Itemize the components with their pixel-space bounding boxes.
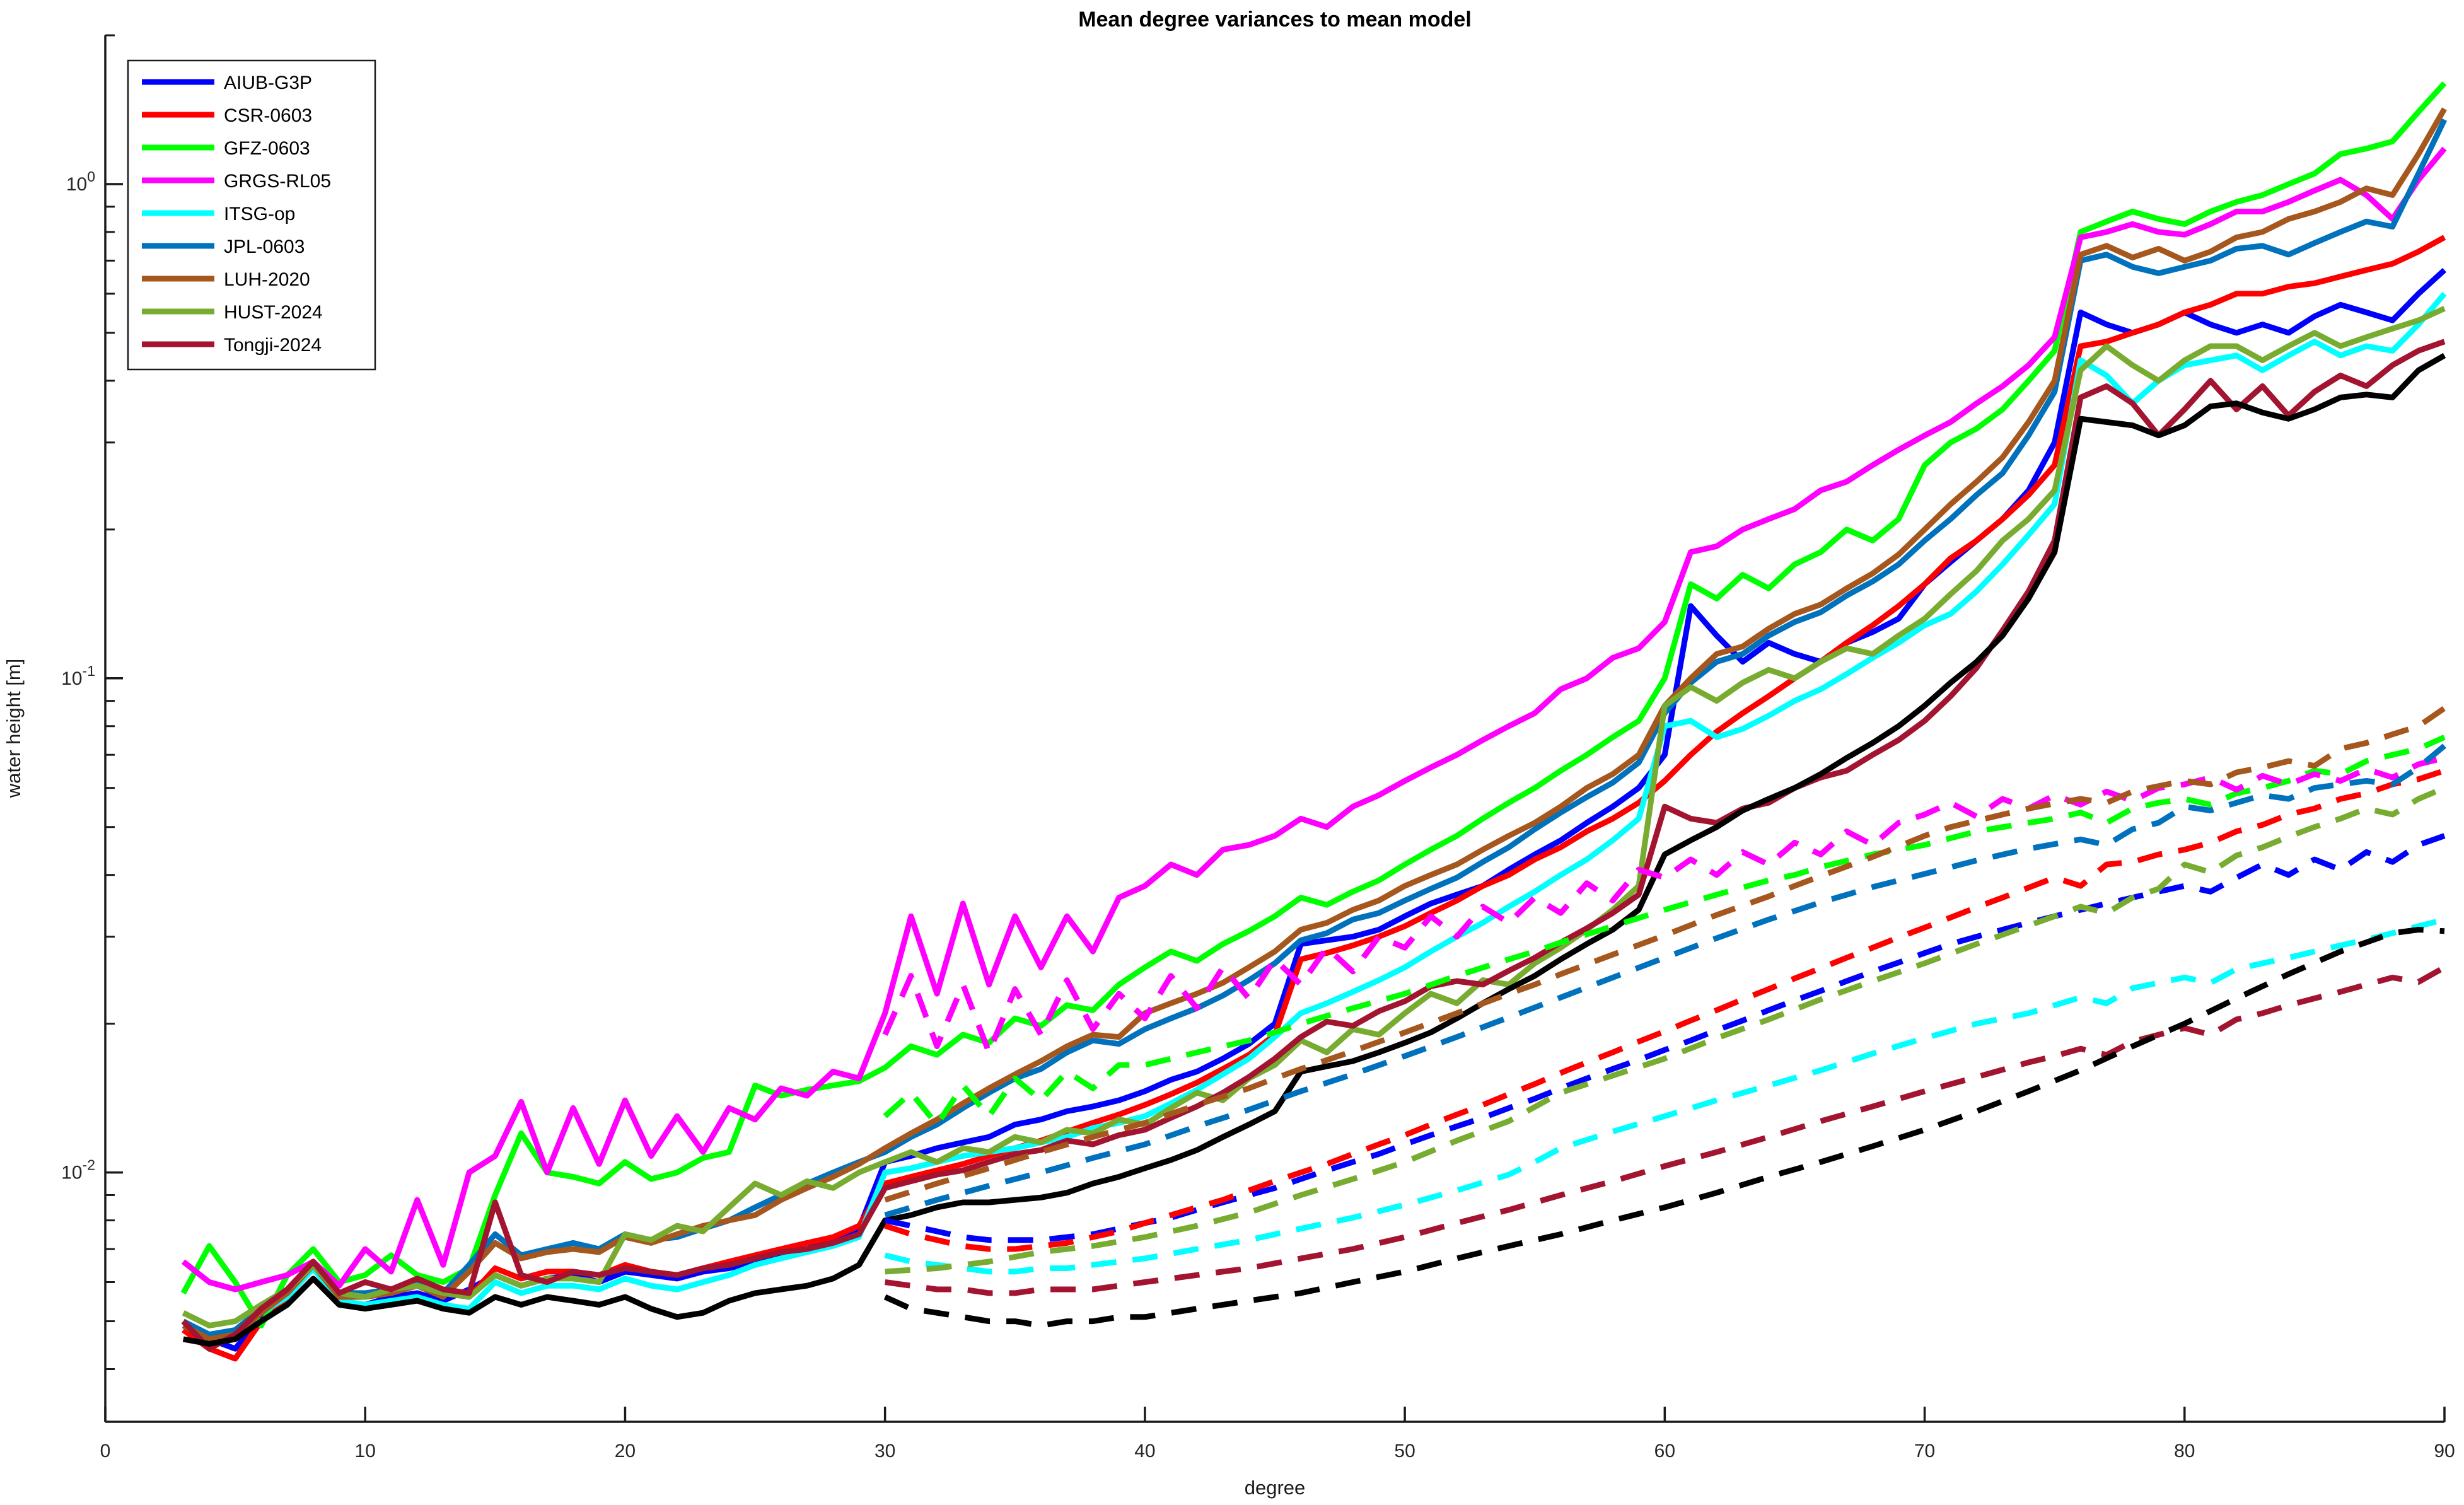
- series-aiub-g3p-solid: [182, 267, 2447, 1352]
- series-luh-2020-dashed: [884, 706, 2446, 1203]
- legend-label-luh-2020-solid: LUH-2020: [224, 269, 310, 290]
- x-axis-label: degree: [1245, 1477, 1306, 1499]
- series-hust-2024-dashed: [885, 785, 2446, 1275]
- x-tick-label: 0: [100, 1441, 111, 1461]
- axes: 0 10 20 30 40 50 60 70 80 90 100 10-1 10-2: [61, 34, 2455, 1461]
- legend-label-aiub-g3p-solid: AIUB-G3P: [224, 73, 312, 93]
- y-axis-label: water height [m]: [3, 659, 25, 799]
- series-luh-2020-solid: [182, 107, 2447, 1342]
- x-tick-label: 10: [355, 1441, 376, 1461]
- series-jpl-0603-dashed: [884, 743, 2446, 1218]
- legend-label-tongji-2024-solid: Tongji-2024: [224, 335, 322, 356]
- y-tick-label: 10-1: [61, 663, 95, 689]
- legend-label-gfz-0603-solid: GFZ-0603: [224, 138, 310, 159]
- series-tongji-2024-dashed: [885, 965, 2446, 1296]
- series-mean-solid: [182, 352, 2446, 1347]
- series-itsg-op-solid: [182, 291, 2447, 1342]
- legend: AIUB-G3P CSR-0603 GFZ-0603 GRGS-RL05 ITSG-op…: [127, 59, 376, 371]
- x-tick-label: 40: [1134, 1441, 1155, 1461]
- series-jpl-0603-solid: [182, 118, 2448, 1338]
- x-tick-label: 80: [2174, 1441, 2195, 1461]
- series-grgs-rl05-dashed: [882, 755, 2446, 1055]
- x-tick-label: 50: [1394, 1441, 1415, 1461]
- series-itsg-op-dashed: [884, 917, 2446, 1275]
- legend-label-itsg-op-solid: ITSG-op: [224, 204, 295, 224]
- legend-label-hust-2024-solid: HUST-2024: [224, 302, 323, 323]
- x-tick-label: 30: [875, 1441, 895, 1461]
- x-tick-label: 90: [2434, 1441, 2455, 1461]
- chart-title: Mean degree variances to mean model: [1078, 8, 1472, 32]
- series-lines: [180, 81, 2448, 1362]
- x-tick-label: 60: [1654, 1441, 1675, 1461]
- x-tick-label: 20: [615, 1441, 636, 1461]
- plot-area: 0 10 20 30 40 50 60 70 80 90 100 10-1 10-2 AIUB-G3P CS…: [61, 34, 2455, 1461]
- series-grgs-rl05-solid: [181, 146, 2447, 1293]
- series-csr-0603-solid: [182, 235, 2446, 1362]
- y-tick-label: 100: [66, 168, 95, 195]
- x-tick-label: 70: [1914, 1441, 1935, 1461]
- y-tick-label: 10-2: [61, 1157, 95, 1183]
- series-mean-dashed: [883, 927, 2445, 1328]
- legend-label-grgs-rl05-solid: GRGS-RL05: [224, 171, 331, 192]
- series-tongji-2024-solid: [181, 339, 2446, 1352]
- series-gfz-0603-solid: [180, 81, 2447, 1328]
- legend-label-csr-0603-solid: CSR-0603: [224, 105, 312, 126]
- series-gfz-0603-dashed: [883, 735, 2446, 1128]
- series-csr-0603-dashed: [884, 768, 2446, 1252]
- legend-label-jpl-0603-solid: JPL-0603: [224, 236, 305, 257]
